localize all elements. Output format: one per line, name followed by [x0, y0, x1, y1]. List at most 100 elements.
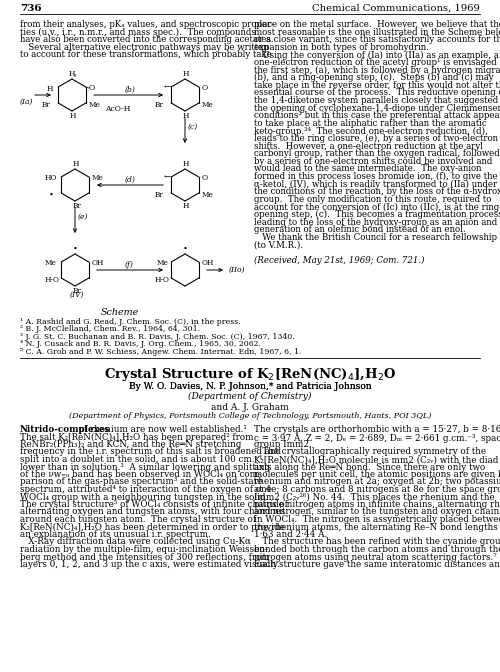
Text: expansion in both types of bromohydrin.: expansion in both types of bromohydrin.	[254, 43, 429, 52]
Text: Br: Br	[155, 191, 164, 199]
Text: (to V.M.R.).: (to V.M.R.).	[254, 241, 303, 249]
Text: shifts.  However, a one-electron reduction at the aryl: shifts. However, a one-electron reductio…	[254, 142, 483, 151]
Text: The crystals are orthorhombic with a = 15·27, b = 8·16,: The crystals are orthorhombic with a = 1…	[254, 425, 500, 434]
Text: H: H	[183, 112, 190, 120]
Text: AcO-H: AcO-H	[105, 105, 130, 113]
Text: Me: Me	[202, 101, 214, 109]
Text: the conditions of the reaction, by the loss of the α-hydroxy-: the conditions of the reaction, by the l…	[254, 187, 500, 196]
Text: take place in the reverse order, for this would not alter the: take place in the reverse order, for thi…	[254, 81, 500, 90]
Text: ties (u.v., i.r., n.m.r., and mass spec.).  The compounds: ties (u.v., i.r., n.m.r., and mass spec.…	[20, 28, 256, 37]
Text: H: H	[69, 70, 75, 78]
Text: (IV): (IV)	[70, 291, 84, 299]
Text: ←: ←	[164, 173, 171, 181]
Text: frequency in the i.r. spectrum of this salt is broadened and: frequency in the i.r. spectrum of this s…	[20, 448, 281, 456]
Text: The salt K₂[ReN(NC)₄],H₂O has been prepared² from: The salt K₂[ReN(NC)₄],H₂O has been prepa…	[20, 433, 254, 442]
Text: H-O: H-O	[155, 276, 170, 284]
Text: H: H	[73, 160, 80, 168]
Text: OH: OH	[92, 259, 104, 267]
Text: of rhenium are now well established.¹: of rhenium are now well established.¹	[76, 425, 247, 434]
Text: the 1,4-diketone system parallels closely that suggested for: the 1,4-diketone system parallels closel…	[254, 96, 500, 105]
Text: Me: Me	[202, 191, 214, 199]
Text: one-electron reduction of the acetyl group¹ is envisaged as: one-electron reduction of the acetyl gro…	[254, 58, 500, 67]
Text: parison of the gas-phase spectrum³ and the solid-state: parison of the gas-phase spectrum³ and t…	[20, 478, 262, 487]
Text: nitrogen atoms using neutral atom scattering factors.⁷: nitrogen atoms using neutral atom scatte…	[254, 552, 497, 562]
Text: H: H	[183, 70, 190, 78]
Text: Scheme: Scheme	[101, 308, 139, 317]
Text: (b), and a ring-opening step, (c).  Steps (b) and (c) may: (b), and a ring-opening step, (c). Steps…	[254, 73, 494, 83]
Text: around each tungsten atom.  The crystal structure of: around each tungsten atom. The crystal s…	[20, 515, 256, 524]
Text: in WOCl₄.  The nitrogen is assymetrically placed between: in WOCl₄. The nitrogen is assymetrically…	[254, 515, 500, 524]
Text: Each structure gave the same interatomic distances and: Each structure gave the same interatomic…	[254, 560, 500, 569]
Text: to account for these transformations, which probably take: to account for these transformations, wh…	[20, 50, 272, 59]
Text: By W. O. Davies, N. P. Johnson,* and Patricia Johnson: By W. O. Davies, N. P. Johnson,* and Pat…	[129, 382, 371, 391]
Text: essential course of the process.  This reductive opening of: essential course of the process. This re…	[254, 89, 500, 97]
Text: berg method and the intensities of 300 reflections, from: berg method and the intensities of 300 r…	[20, 552, 270, 562]
Text: from their analyses, pKₐ values, and spectroscopic proper-: from their analyses, pKₐ values, and spe…	[20, 20, 274, 29]
Text: ₂: ₂	[74, 73, 76, 78]
Text: keto-group.³⁴  The second one-electron reduction, (d),: keto-group.³⁴ The second one-electron re…	[254, 126, 488, 136]
Text: would lead to the same intermediate.  The oxy-anion: would lead to the same intermediate. The…	[254, 165, 482, 173]
Text: Several alternative electronic pathways may be written: Several alternative electronic pathways …	[20, 43, 268, 52]
Text: (Department of Physics, Portsmouth College of Technology, Portsmouth, Hants, POI: (Department of Physics, Portsmouth Colle…	[69, 412, 431, 420]
Text: Me: Me	[92, 174, 104, 182]
Text: ¹ A. Rashid and G. Read, J. Chem. Soc. (C), in the press.: ¹ A. Rashid and G. Read, J. Chem. Soc. (…	[20, 318, 241, 326]
Text: O: O	[89, 84, 95, 92]
Text: and A. J. Graham: and A. J. Graham	[211, 403, 289, 412]
Text: O: O	[202, 84, 208, 92]
Text: layers 0, 1, 2, and 3 up the c axis, were estimated visually.: layers 0, 1, 2, and 3 up the c axis, wer…	[20, 560, 280, 569]
Text: conditions³ but in this case the preferential attack appears: conditions³ but in this case the prefere…	[254, 111, 500, 120]
Text: ⁴ N. J. Cusack and B. R. Davis, J. Org. Chem., 1965, 30, 2062.: ⁴ N. J. Cusack and B. R. Davis, J. Org. …	[20, 340, 261, 348]
Text: bonded both through the carbon atoms and through the: bonded both through the carbon atoms and…	[254, 545, 500, 554]
Text: Br: Br	[73, 287, 82, 295]
Text: split into a doublet in the solid, and is about 100 cm.⁻¹: split into a doublet in the solid, and i…	[20, 455, 262, 464]
Text: of the νᴡ₌ₒ band has been observed in WOCl₄ on com-: of the νᴡ₌ₒ band has been observed in WO…	[20, 470, 261, 479]
Text: axis along the Re═N bond.  Since there are only two: axis along the Re═N bond. Since there ar…	[254, 462, 485, 472]
Text: H: H	[70, 112, 76, 120]
Text: and nitrogen, similar to the tungsten and oxygen chains⁴: and nitrogen, similar to the tungsten an…	[254, 507, 500, 517]
Text: Using the conversion of (Ia) into (IIa) as an example, a: Using the conversion of (Ia) into (IIa) …	[254, 50, 499, 60]
Text: group.  The only modification to this route, required to: group. The only modification to this rou…	[254, 195, 492, 204]
Text: OH: OH	[202, 259, 214, 267]
Text: (f): (f)	[125, 261, 134, 269]
Text: The structure has been refined with the cyanide groups: The structure has been refined with the …	[254, 538, 500, 546]
Text: ←: ←	[164, 83, 171, 91]
Text: ReNBr₂(PPh₃)₂ and KCN, and the Re═N stretching: ReNBr₂(PPh₃)₂ and KCN, and the Re═N stre…	[20, 440, 242, 449]
Text: α-ketol, (IV), which is readily transformed to (IIa) under: α-ketol, (IV), which is readily transfor…	[254, 179, 497, 189]
Text: opening step, (c).  This becomes a fragmentation process,²: opening step, (c). This becomes a fragme…	[254, 210, 500, 219]
Text: (Received, May 21st, 1969; Com. 721.): (Received, May 21st, 1969; Com. 721.)	[254, 255, 424, 265]
Text: nitride nitrogen atoms in infinite chains, alternating rhenium: nitride nitrogen atoms in infinite chain…	[254, 500, 500, 509]
Text: H: H	[183, 160, 190, 168]
Text: formed in this process loses bromide ion, (f), to give the: formed in this process loses bromide ion…	[254, 172, 498, 181]
Text: leading to the loss of the hydroxy-group as an anion and the: leading to the loss of the hydroxy-group…	[254, 218, 500, 226]
Text: group Imm2.: group Imm2.	[254, 440, 312, 449]
Text: The crystallographically required symmetry of the: The crystallographically required symmet…	[254, 448, 486, 456]
Text: O: O	[202, 174, 208, 182]
Text: (b): (b)	[125, 86, 136, 94]
Text: Br: Br	[42, 101, 51, 109]
Text: Nitrido-complexes: Nitrido-complexes	[20, 425, 110, 434]
Text: by a series of one-electron shifts could be involved and: by a series of one-electron shifts could…	[254, 157, 492, 166]
Text: Me: Me	[89, 101, 101, 109]
Text: Me: Me	[157, 259, 169, 267]
Text: X-Ray diffraction data were collected using Cu-Kα: X-Ray diffraction data were collected us…	[20, 538, 251, 546]
Text: 736: 736	[20, 4, 42, 13]
Text: ² B. J. McClelland, Chem. Rev., 1964, 64, 301.: ² B. J. McClelland, Chem. Rev., 1964, 64…	[20, 325, 200, 333]
Text: place on the metal surface.  However, we believe that the: place on the metal surface. However, we …	[254, 20, 500, 29]
Text: H: H	[47, 85, 54, 93]
Text: radiation by the multiple-film, equi-inclination Weissen-: radiation by the multiple-film, equi-inc…	[20, 545, 268, 554]
Text: •: •	[183, 245, 188, 253]
Text: WOCl₄ group with a neighbouring tungsten in the solid.: WOCl₄ group with a neighbouring tungsten…	[20, 493, 268, 501]
Text: generation of an olefinic bond instead of an enol.: generation of an olefinic bond instead o…	[254, 225, 466, 235]
Text: lower than in solution.³  A similar lowering and splitting: lower than in solution.³ A similar lower…	[20, 462, 270, 472]
Text: (c): (c)	[188, 123, 198, 131]
Text: K₂[ReN(NC)₄],H₂O molecule is mm2 (C₂ᵥ) with the diad: K₂[ReN(NC)₄],H₂O molecule is mm2 (C₂ᵥ) w…	[254, 455, 498, 464]
Text: c = 3·97 Å, Z = 2, Dₑ = 2·689, Dₘ = 2·661 g.cm.⁻³, space: c = 3·97 Å, Z = 2, Dₑ = 2·689, Dₘ = 2·66…	[254, 433, 500, 444]
Text: leads to the ring closure, (e), by a series of two-electron: leads to the ring closure, (e), by a ser…	[254, 134, 498, 143]
Text: (IIo): (IIo)	[229, 266, 246, 274]
Text: account for the conversion of (Ic) into (IIc), is at the ring-: account for the conversion of (Ic) into …	[254, 202, 500, 212]
Text: most reasonable is the one illustrated in the Scheme below,: most reasonable is the one illustrated i…	[254, 28, 500, 36]
Text: the first step, (a), which is followed by a hydrogen migration,: the first step, (a), which is followed b…	[254, 66, 500, 75]
Text: Br: Br	[73, 202, 82, 210]
Text: By W. O. Dаvies, N. P. Jоhnson,* and Pаtricia Jоhnson: By W. O. Dаvies, N. P. Jоhnson,* and Pаt…	[128, 382, 372, 391]
Text: •: •	[49, 191, 54, 199]
